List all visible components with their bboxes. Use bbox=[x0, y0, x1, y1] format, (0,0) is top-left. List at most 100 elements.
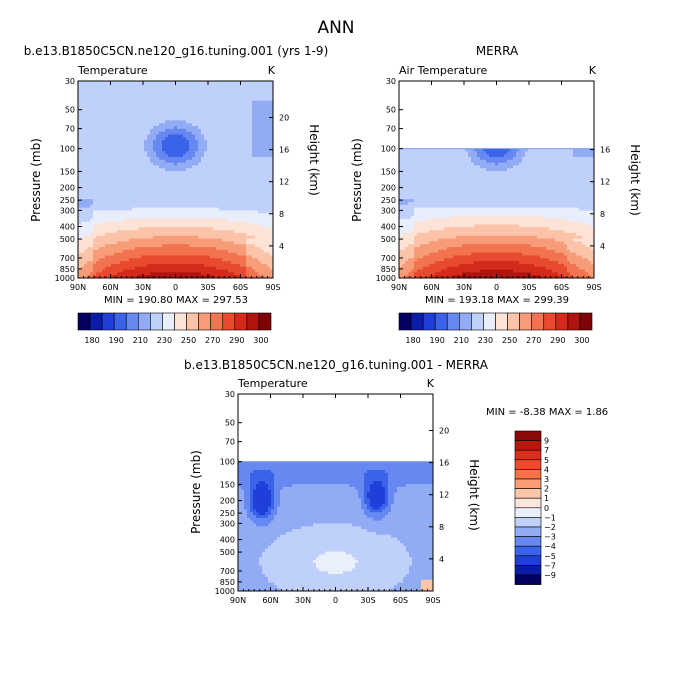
field-cell bbox=[87, 263, 91, 268]
field-cell bbox=[267, 202, 271, 206]
field-cell bbox=[78, 247, 82, 251]
field-cell bbox=[225, 185, 229, 189]
field-cell bbox=[180, 204, 184, 209]
field-cell bbox=[165, 103, 169, 107]
field-cell bbox=[204, 196, 208, 200]
field-cell bbox=[153, 154, 157, 158]
field-cell bbox=[96, 227, 100, 231]
field-cell bbox=[216, 266, 220, 270]
field-cell bbox=[147, 221, 151, 225]
field-cell bbox=[210, 199, 214, 203]
field-cell bbox=[90, 204, 94, 209]
x-tick-label: 90N bbox=[70, 283, 86, 292]
field-cell bbox=[210, 232, 214, 237]
field-cell bbox=[204, 123, 208, 127]
field-cell bbox=[159, 275, 163, 279]
field-cell bbox=[240, 97, 244, 102]
field-cell bbox=[192, 151, 196, 155]
field-cell bbox=[267, 269, 271, 273]
field-cell bbox=[270, 263, 274, 268]
field-cell bbox=[141, 100, 145, 104]
field-cell bbox=[183, 238, 187, 242]
field-cell bbox=[156, 196, 160, 200]
field-cell bbox=[87, 92, 91, 96]
field-cell bbox=[231, 134, 235, 138]
field-cell bbox=[249, 106, 253, 110]
field-cell bbox=[252, 244, 256, 248]
field-cell bbox=[243, 202, 247, 206]
field-cell bbox=[243, 252, 247, 256]
field-cell bbox=[243, 261, 247, 265]
field-cell bbox=[153, 252, 157, 256]
field-cell bbox=[150, 111, 154, 116]
field-cell bbox=[144, 111, 148, 116]
field-cell bbox=[99, 111, 103, 116]
field-cell bbox=[207, 247, 211, 251]
field-cell bbox=[195, 210, 199, 214]
field-cell bbox=[87, 187, 91, 192]
field-cell bbox=[207, 106, 211, 110]
field-cell bbox=[249, 111, 253, 116]
field-cell bbox=[150, 232, 154, 237]
field-cell bbox=[135, 190, 139, 194]
field-cell bbox=[186, 89, 190, 93]
field-cell bbox=[138, 241, 142, 245]
field-cell bbox=[195, 137, 199, 141]
field-cell bbox=[192, 109, 196, 113]
field-cell bbox=[117, 137, 121, 141]
field-cell bbox=[414, 159, 418, 164]
field-cell bbox=[135, 196, 139, 200]
field-cell bbox=[138, 165, 142, 169]
field-cell bbox=[90, 266, 94, 270]
field-cell bbox=[252, 272, 256, 276]
field-cell bbox=[177, 92, 181, 96]
field-cell bbox=[102, 142, 106, 147]
field-cell bbox=[81, 142, 85, 147]
field-cell bbox=[186, 224, 190, 228]
field-cell bbox=[105, 241, 109, 245]
field-cell bbox=[204, 213, 208, 217]
field-cell bbox=[246, 230, 250, 234]
field-cell bbox=[225, 202, 229, 206]
field-cell bbox=[138, 187, 142, 192]
field-cell bbox=[156, 202, 160, 206]
field-cell bbox=[123, 241, 127, 245]
field-cell bbox=[192, 216, 196, 220]
field-cell bbox=[201, 95, 205, 99]
field-cell bbox=[423, 156, 427, 161]
field-cell bbox=[174, 148, 178, 152]
field-cell bbox=[81, 218, 85, 223]
field-cell bbox=[135, 249, 139, 254]
field-cell bbox=[150, 154, 154, 158]
field-cell bbox=[174, 173, 178, 178]
field-cell bbox=[84, 221, 88, 225]
field-cell bbox=[162, 187, 166, 192]
field-cell bbox=[231, 179, 235, 183]
field-cell bbox=[219, 137, 223, 141]
field-cell bbox=[201, 263, 205, 268]
field-cell bbox=[411, 151, 415, 155]
field-cell bbox=[234, 224, 238, 228]
field-cell bbox=[78, 241, 82, 245]
field-cell bbox=[246, 97, 250, 102]
field-cell bbox=[270, 216, 274, 220]
field-cell bbox=[255, 171, 259, 175]
field-cell bbox=[165, 182, 169, 186]
field-cell bbox=[141, 103, 145, 107]
field-cell bbox=[102, 97, 106, 102]
field-cell bbox=[183, 120, 187, 124]
field-cell bbox=[171, 165, 175, 169]
field-cell bbox=[516, 159, 520, 164]
field-cell bbox=[234, 252, 238, 256]
field-cell bbox=[129, 227, 133, 231]
field-cell bbox=[222, 83, 226, 88]
field-cell bbox=[225, 213, 229, 217]
field-cell bbox=[174, 89, 178, 93]
field-cell bbox=[180, 199, 184, 203]
field-cell bbox=[93, 154, 97, 158]
field-cell bbox=[489, 151, 493, 155]
field-cell bbox=[255, 111, 259, 116]
field-cell bbox=[228, 216, 232, 220]
field-cell bbox=[132, 204, 136, 209]
field-cell bbox=[159, 249, 163, 254]
